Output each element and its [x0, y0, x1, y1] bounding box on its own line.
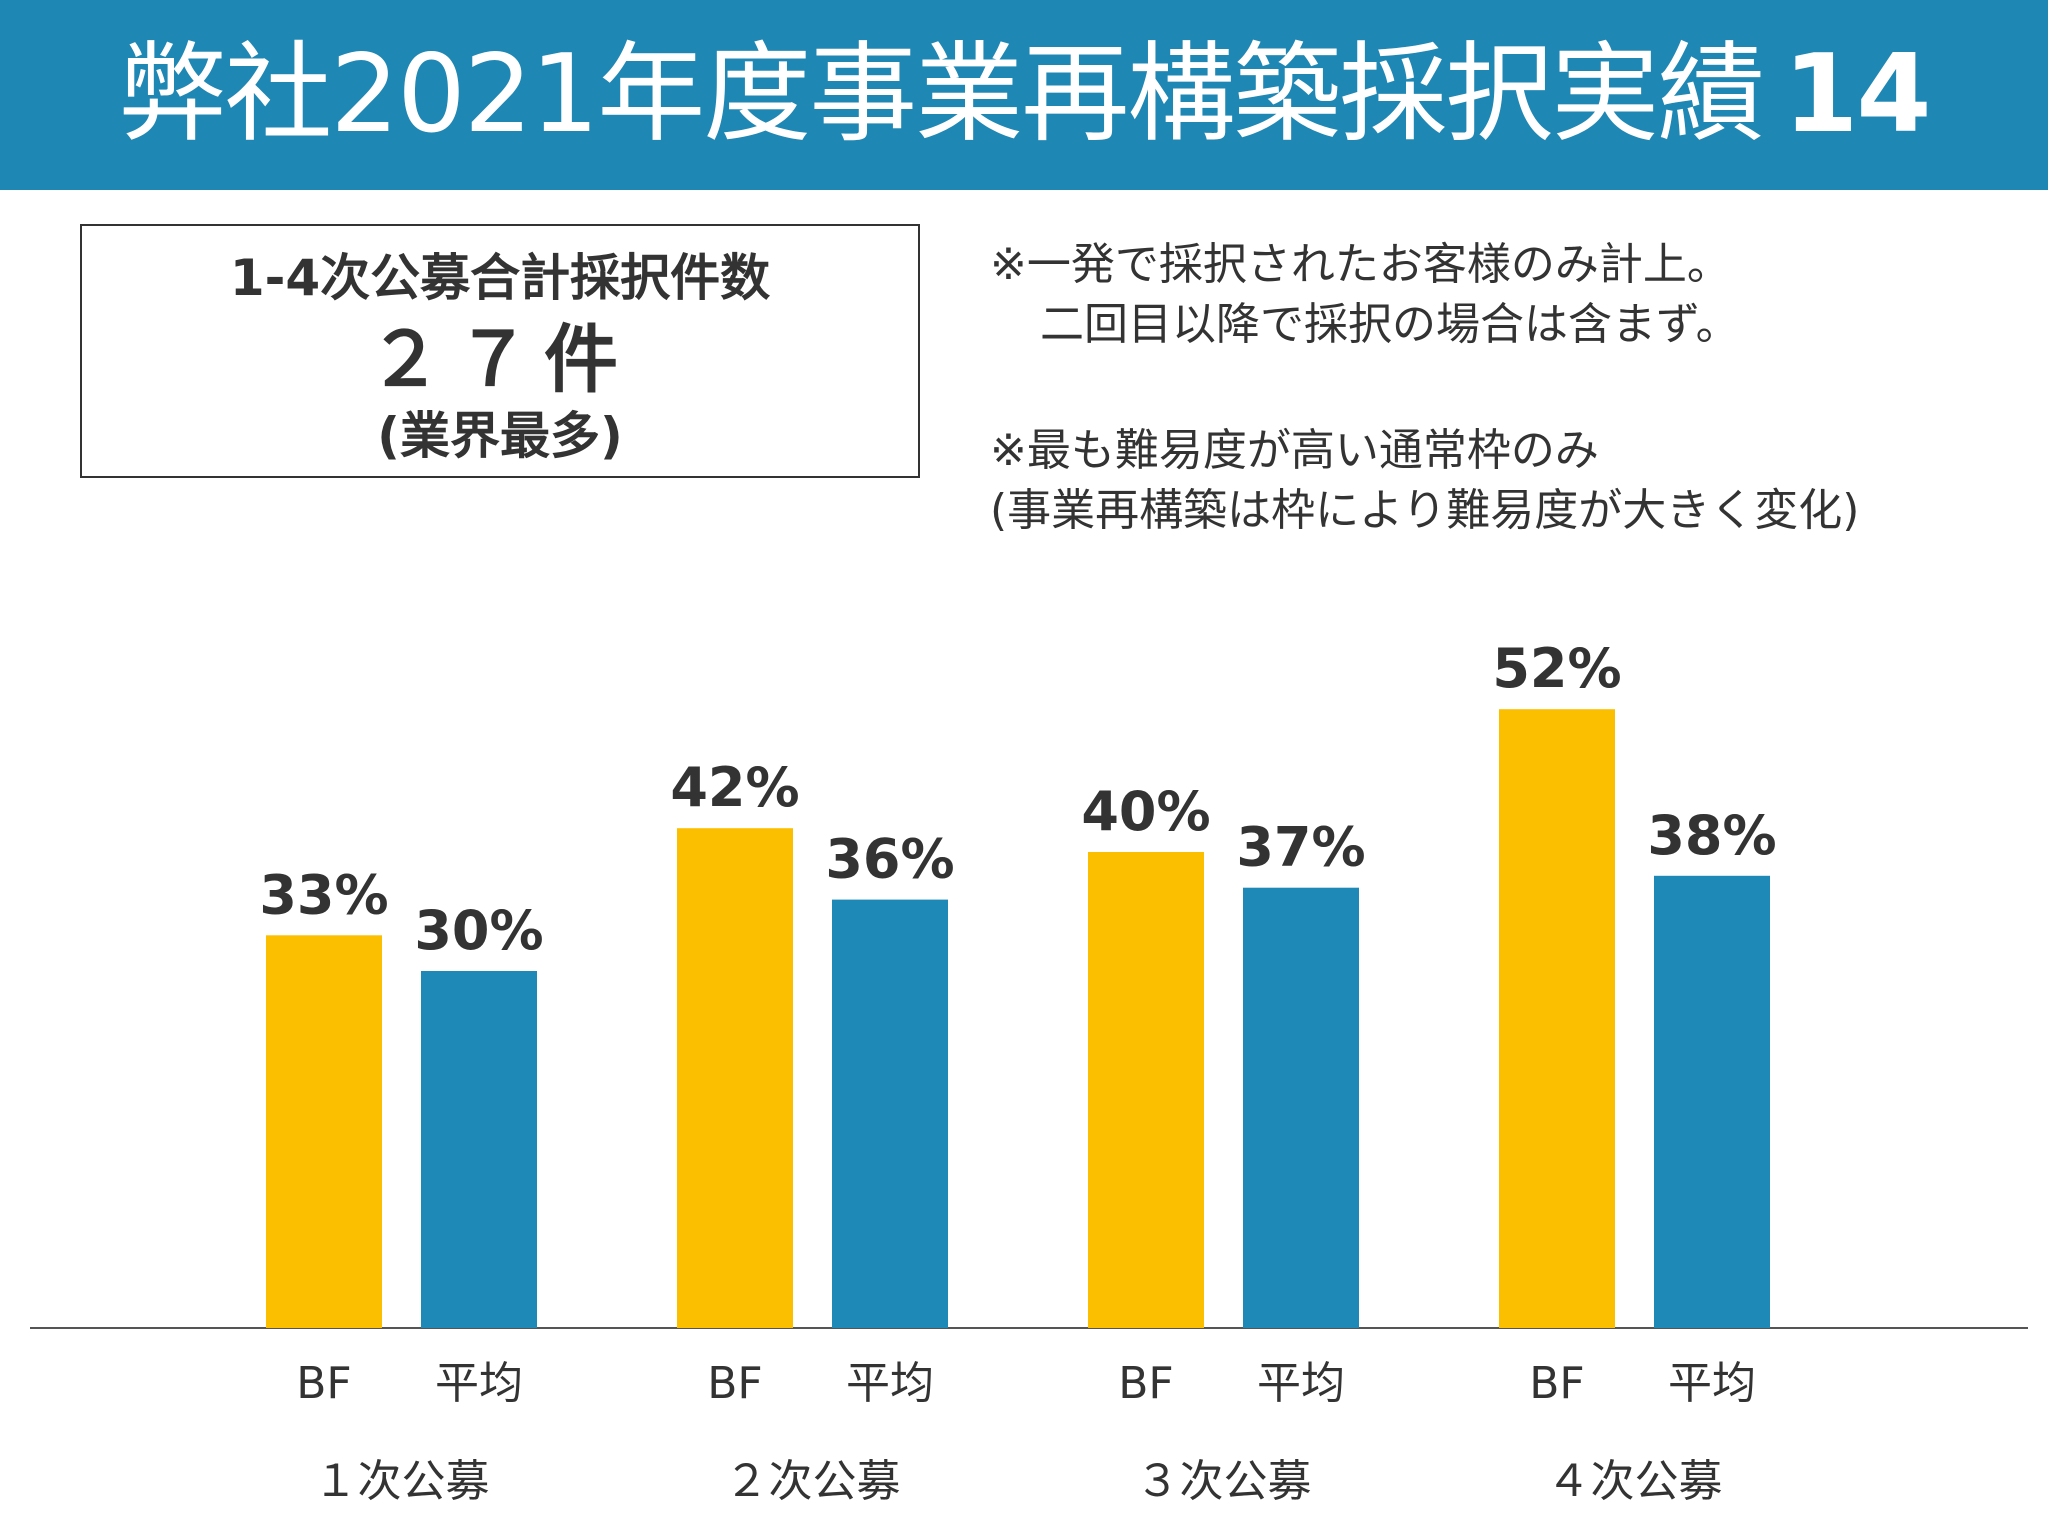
summary-caption: 1-4次公募合計採択件数 [229, 249, 771, 307]
bar-bf-1 [266, 935, 382, 1328]
category-label: １次公募 [314, 1456, 490, 1507]
bar-avg-4 [1654, 875, 1770, 1328]
bar-bf-4 [1499, 709, 1615, 1328]
series-tick-label: BF [296, 1358, 352, 1409]
bar-avg-1 [421, 971, 537, 1328]
value-label: 40% [1081, 780, 1210, 843]
value-label: 52% [1492, 637, 1621, 700]
value-label: 33% [259, 863, 388, 926]
series-tick-label: BF [707, 1358, 763, 1409]
summary-box: 1-4次公募合計採択件数 ２７件 (業界最多) [80, 224, 920, 478]
series-tick-label: 平均 [846, 1358, 934, 1409]
summary-count: ２７件 [368, 317, 632, 403]
bar-avg-2 [832, 899, 948, 1328]
note-line-4: (事業再構築は枠により難易度が大きく変化) [990, 485, 1860, 536]
category-label: ４次公募 [1547, 1456, 1723, 1507]
category-label: ３次公募 [1136, 1456, 1312, 1507]
series-tick-label: 平均 [1257, 1358, 1345, 1409]
value-label: 38% [1647, 804, 1776, 867]
value-label: 30% [414, 899, 543, 962]
bar-bf-2 [677, 828, 793, 1328]
series-tick-label: BF [1118, 1358, 1174, 1409]
value-label: 36% [825, 828, 954, 891]
category-label: ２次公募 [725, 1456, 901, 1507]
bar-avg-3 [1243, 887, 1359, 1328]
value-label: 37% [1236, 816, 1365, 879]
note-line-1: ※一発で採択されたお客様のみ計上。 [990, 239, 1731, 290]
series-tick-label: 平均 [435, 1358, 523, 1409]
page-title-text: 弊社2021年度事業再構築採択実績 [118, 32, 1765, 157]
page-title: 弊社2021年度事業再構築採択実績 14 [0, 0, 2048, 190]
bar-bf-3 [1088, 852, 1204, 1328]
note-line-3: ※最も難易度が高い通常枠のみ [990, 425, 1599, 476]
summary-note: (業界最多) [377, 407, 623, 465]
series-tick-label: BF [1529, 1358, 1585, 1409]
note-line-2: 二回目以降で採択の場合は含まず。 [1040, 299, 1740, 350]
value-label: 42% [670, 756, 799, 819]
header-bar [0, 0, 2048, 190]
page-number: 14 [1783, 32, 1931, 157]
series-tick-label: 平均 [1668, 1358, 1756, 1409]
